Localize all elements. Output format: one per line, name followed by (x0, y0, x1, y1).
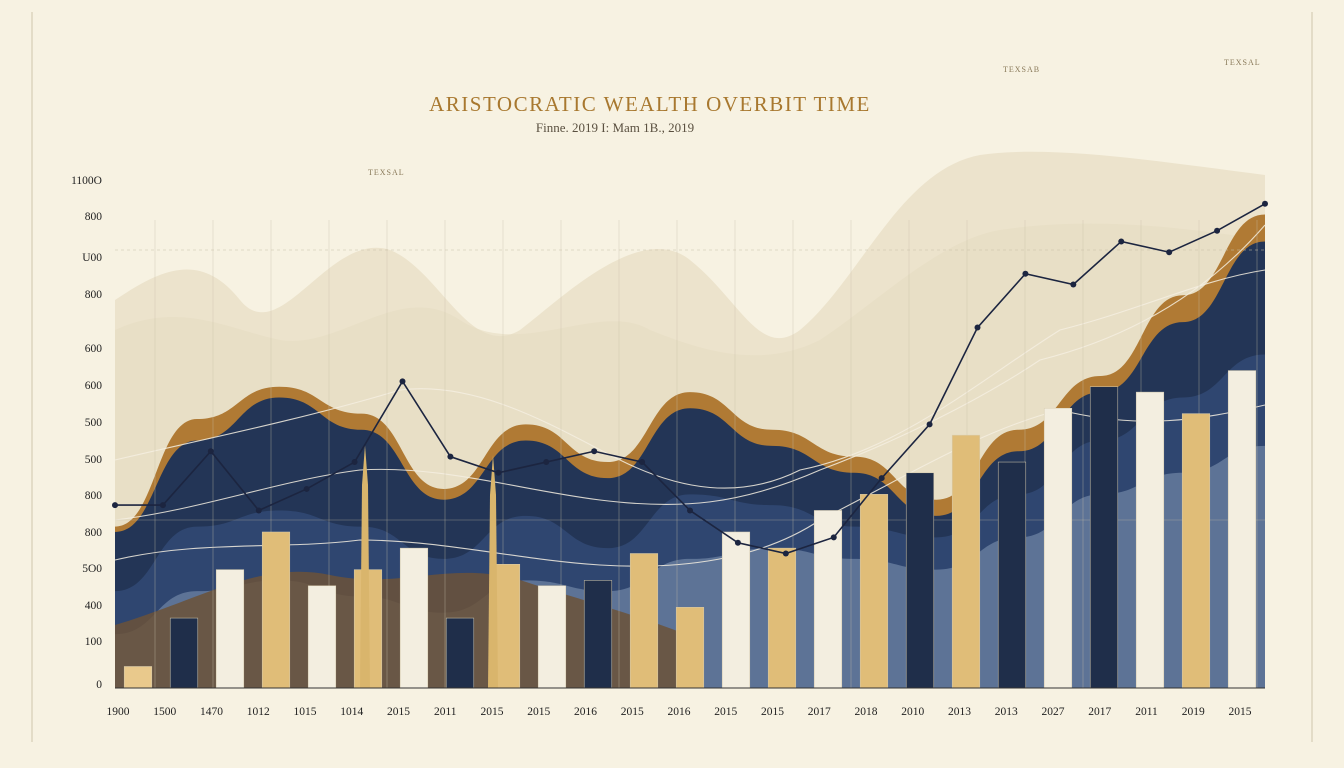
bar-18 (905, 472, 935, 689)
line-point-25 (1262, 200, 1268, 207)
line-point-7 (399, 378, 406, 385)
x-tick-label: 2015 (480, 706, 504, 718)
x-tick-label: 2015 (527, 706, 551, 718)
y-tick-label: 800 (84, 490, 102, 502)
y-tick-label: 500 (84, 454, 102, 466)
line-point-9 (495, 469, 502, 476)
x-tick-label: 1015 (293, 706, 317, 718)
x-tick-label: 2010 (901, 706, 925, 718)
y-tick-label: 400 (84, 600, 102, 612)
y-tick-label: 500 (84, 417, 102, 429)
y-tick-label: 800 (84, 289, 102, 301)
annotation-2: TEXSAB (1003, 65, 1041, 74)
bar-11 (583, 580, 613, 689)
y-tick-label: 800 (84, 211, 102, 223)
bar-12 (629, 553, 659, 689)
x-tick-label: 1470 (200, 706, 223, 718)
chart-title: ARISTOCRATIC WEALTH OVERBIT TIME (429, 92, 871, 116)
bar-24 (1181, 413, 1211, 689)
x-tick-label: 2018 (854, 706, 878, 718)
line-point-2 (159, 502, 166, 509)
x-tick-label: 2015 (1228, 706, 1252, 718)
x-tick-label: 2016 (574, 706, 597, 718)
x-tick-label: 1900 (106, 706, 130, 718)
line-point-22 (1118, 238, 1125, 245)
x-tick-label: 2017 (1088, 706, 1112, 718)
line-point-5 (303, 485, 310, 492)
line-point-10 (543, 459, 550, 466)
x-tick-label: 2015 (714, 706, 738, 718)
x-tick-label: 2019 (1181, 706, 1205, 718)
line-point-17 (878, 475, 885, 482)
bar-19 (951, 434, 981, 689)
bar-15 (767, 547, 797, 689)
x-tick-label: 2011 (433, 706, 457, 718)
bar-23 (1135, 391, 1165, 689)
line-point-23 (1166, 249, 1173, 256)
tower-1 (360, 445, 370, 688)
annotation-3: TEXSAL (1224, 58, 1261, 67)
x-tick-label: 2011 (1135, 706, 1158, 718)
bar-7 (399, 547, 429, 689)
bar-14 (721, 531, 751, 689)
trend-curve-3 (114, 404, 1266, 567)
bar-8 (445, 617, 475, 689)
line-point-14 (734, 539, 741, 546)
line-point-19 (974, 324, 981, 331)
bar-17 (859, 494, 889, 689)
bar-21 (1043, 407, 1073, 689)
x-tick-label: 2015 (387, 706, 410, 718)
x-tick-label: 2016 (667, 706, 691, 718)
x-tick-label: 1500 (153, 706, 177, 718)
x-tick-label: 1014 (340, 706, 364, 718)
bar-16 (813, 510, 843, 689)
annotation-1: TEXSAL (368, 168, 405, 177)
bar-10 (537, 585, 567, 689)
x-tick-label: 2015 (761, 706, 784, 718)
bar-2 (169, 617, 199, 689)
line-point-24 (1214, 227, 1221, 234)
y-tick-label: 800 (84, 527, 102, 539)
line-point-15 (782, 550, 789, 557)
chart-subtitle: Finne. 2019 I: Mam 1B., 2019 (535, 120, 695, 135)
bar-3 (215, 569, 245, 689)
y-tick-label: U00 (82, 252, 102, 264)
x-tick-label: 2013 (994, 706, 1018, 718)
line-point-3 (207, 448, 214, 455)
x-tick-label: 2017 (807, 706, 831, 718)
y-tick-label: 600 (84, 343, 102, 355)
line-point-20 (1022, 270, 1029, 277)
bar-4 (261, 531, 291, 689)
line-point-12 (639, 459, 646, 466)
line-point-18 (926, 421, 933, 428)
y-tick-label: 1100O (71, 175, 102, 187)
bar-13 (675, 607, 705, 689)
line-point-8 (447, 453, 454, 460)
bar-22 (1089, 386, 1119, 689)
y-tick-label: 100 (84, 636, 102, 648)
x-tick-label: 2027 (1041, 706, 1065, 718)
line-point-1 (112, 502, 118, 509)
x-tick-label: 1012 (246, 706, 270, 718)
x-tick-label: 2015 (620, 706, 644, 718)
y-tick-label: 5O0 (82, 563, 102, 575)
line-point-6 (351, 459, 358, 466)
bar-25 (1227, 370, 1257, 689)
bar-1 (123, 666, 153, 689)
line-point-11 (591, 448, 598, 455)
line-point-4 (255, 507, 262, 514)
y-tick-label: 0 (96, 679, 102, 691)
x-tick-label: 2013 (948, 706, 971, 718)
trend-curve-1 (114, 269, 1266, 489)
tower-2 (488, 455, 498, 688)
line-point-21 (1070, 281, 1077, 288)
line-point-13 (687, 507, 693, 514)
y-tick-label: 600 (84, 380, 102, 392)
line-point-16 (830, 534, 837, 541)
bar-20 (997, 461, 1027, 689)
bar-5 (307, 585, 337, 689)
